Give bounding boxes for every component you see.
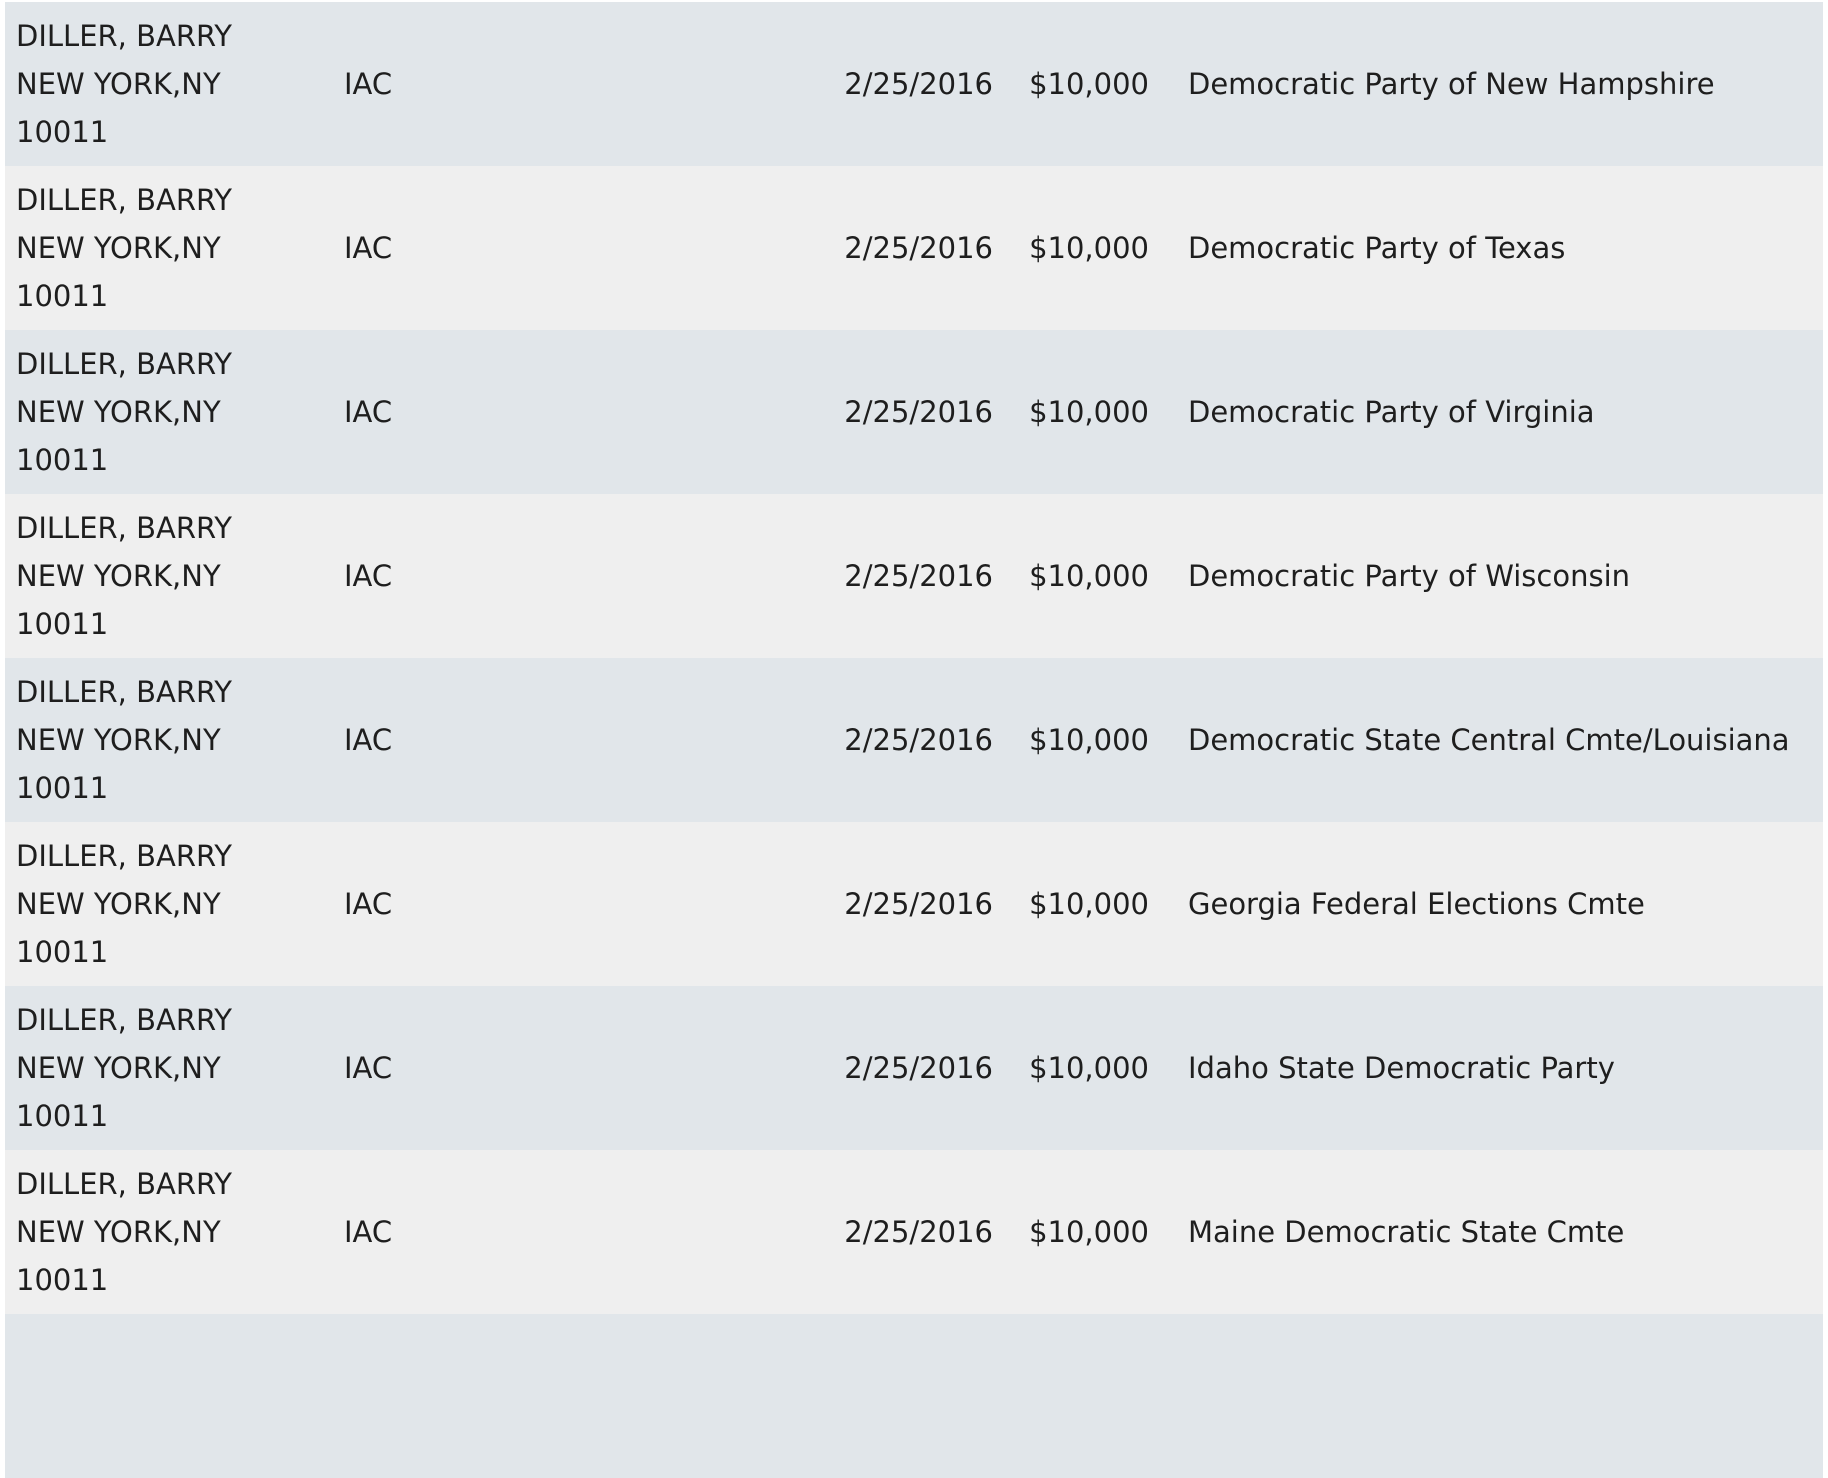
amount-cell: $10,000 [1029,395,1149,429]
amount-cell: $10,000 [1029,1215,1149,1249]
contributor-name: DILLER, BARRY [16,347,232,381]
employer-cell: IAC [344,1215,393,1249]
date-cell: 2/25/2016 [844,1051,993,1085]
recipient-cell: Maine Democratic State Cmte [1188,1215,1625,1249]
contributor-name: DILLER, BARRY [16,511,232,545]
contributor-city: NEW YORK,NY [16,231,221,265]
amount-cell: $10,000 [1029,1051,1149,1085]
contributor-city: NEW YORK,NY [16,1215,221,1249]
contributions-table: DILLER, BARRY NEW YORK,NY 10011 IAC 2/25… [5,2,1823,1478]
contributor-city: NEW YORK,NY [16,559,221,593]
table-row: DILLER, BARRY NEW YORK,NY 10011 IAC 2/25… [5,494,1823,658]
contributor-cell: DILLER, BARRY NEW YORK,NY 10011 [16,996,232,1140]
date-cell: 2/25/2016 [844,395,993,429]
recipient-cell: Democratic Party of Wisconsin [1188,559,1631,593]
contributor-name: DILLER, BARRY [16,675,232,709]
contributor-city: NEW YORK,NY [16,67,221,101]
table-row: DILLER, BARRY NEW YORK,NY 10011 IAC 2/25… [5,1150,1823,1314]
contributor-cell: DILLER, BARRY NEW YORK,NY 10011 [16,176,232,320]
employer-cell: IAC [344,395,393,429]
contributor-name: DILLER, BARRY [16,183,232,217]
table-row: DILLER, BARRY NEW YORK,NY 10011 IAC 2/25… [5,2,1823,166]
contributor-city: NEW YORK,NY [16,887,221,921]
recipient-cell: Democratic Party of Texas [1188,231,1566,265]
contributor-city: NEW YORK,NY [16,723,221,757]
amount-cell: $10,000 [1029,559,1149,593]
contributor-cell: DILLER, BARRY NEW YORK,NY 10011 [16,1160,232,1304]
employer-cell: IAC [344,1051,393,1085]
date-cell: 2/25/2016 [844,559,993,593]
contributor-cell: DILLER, BARRY NEW YORK,NY 10011 [16,340,232,484]
table-row: DILLER, BARRY NEW YORK,NY 10011 IAC 2/25… [5,330,1823,494]
recipient-cell: Georgia Federal Elections Cmte [1188,887,1645,921]
contributor-zip: 10011 [16,935,109,969]
contributor-city: NEW YORK,NY [16,395,221,429]
recipient-cell: Democratic Party of New Hampshire [1188,67,1715,101]
recipient-cell: Idaho State Democratic Party [1188,1051,1615,1085]
date-cell: 2/25/2016 [844,231,993,265]
date-cell: 2/25/2016 [844,67,993,101]
contributor-name: DILLER, BARRY [16,1167,232,1201]
contributor-zip: 10011 [16,279,109,313]
amount-cell: $10,000 [1029,67,1149,101]
contributor-zip: 10011 [16,607,109,641]
contributor-city: NEW YORK,NY [16,1051,221,1085]
amount-cell: $10,000 [1029,231,1149,265]
table-row: DILLER, BARRY NEW YORK,NY 10011 IAC 2/25… [5,822,1823,986]
recipient-cell: Democratic State Central Cmte/Louisiana [1188,723,1790,757]
contributor-zip: 10011 [16,771,109,805]
table-row-partial [5,1314,1823,1478]
contributor-cell: DILLER, BARRY NEW YORK,NY 10011 [16,832,232,976]
date-cell: 2/25/2016 [844,887,993,921]
amount-cell: $10,000 [1029,887,1149,921]
contributor-zip: 10011 [16,1263,109,1297]
contributor-zip: 10011 [16,1099,109,1133]
employer-cell: IAC [344,887,393,921]
employer-cell: IAC [344,559,393,593]
table-row: DILLER, BARRY NEW YORK,NY 10011 IAC 2/25… [5,658,1823,822]
contributor-zip: 10011 [16,115,109,149]
contributor-cell: DILLER, BARRY NEW YORK,NY 10011 [16,12,232,156]
contributor-name: DILLER, BARRY [16,1003,232,1037]
contributor-name: DILLER, BARRY [16,839,232,873]
amount-cell: $10,000 [1029,723,1149,757]
contributor-cell: DILLER, BARRY NEW YORK,NY 10011 [16,668,232,812]
contributor-cell: DILLER, BARRY NEW YORK,NY 10011 [16,504,232,648]
employer-cell: IAC [344,723,393,757]
table-row: DILLER, BARRY NEW YORK,NY 10011 IAC 2/25… [5,986,1823,1150]
recipient-cell: Democratic Party of Virginia [1188,395,1595,429]
employer-cell: IAC [344,231,393,265]
date-cell: 2/25/2016 [844,1215,993,1249]
date-cell: 2/25/2016 [844,723,993,757]
employer-cell: IAC [344,67,393,101]
table-row: DILLER, BARRY NEW YORK,NY 10011 IAC 2/25… [5,166,1823,330]
contributor-name: DILLER, BARRY [16,19,232,53]
contributor-zip: 10011 [16,443,109,477]
